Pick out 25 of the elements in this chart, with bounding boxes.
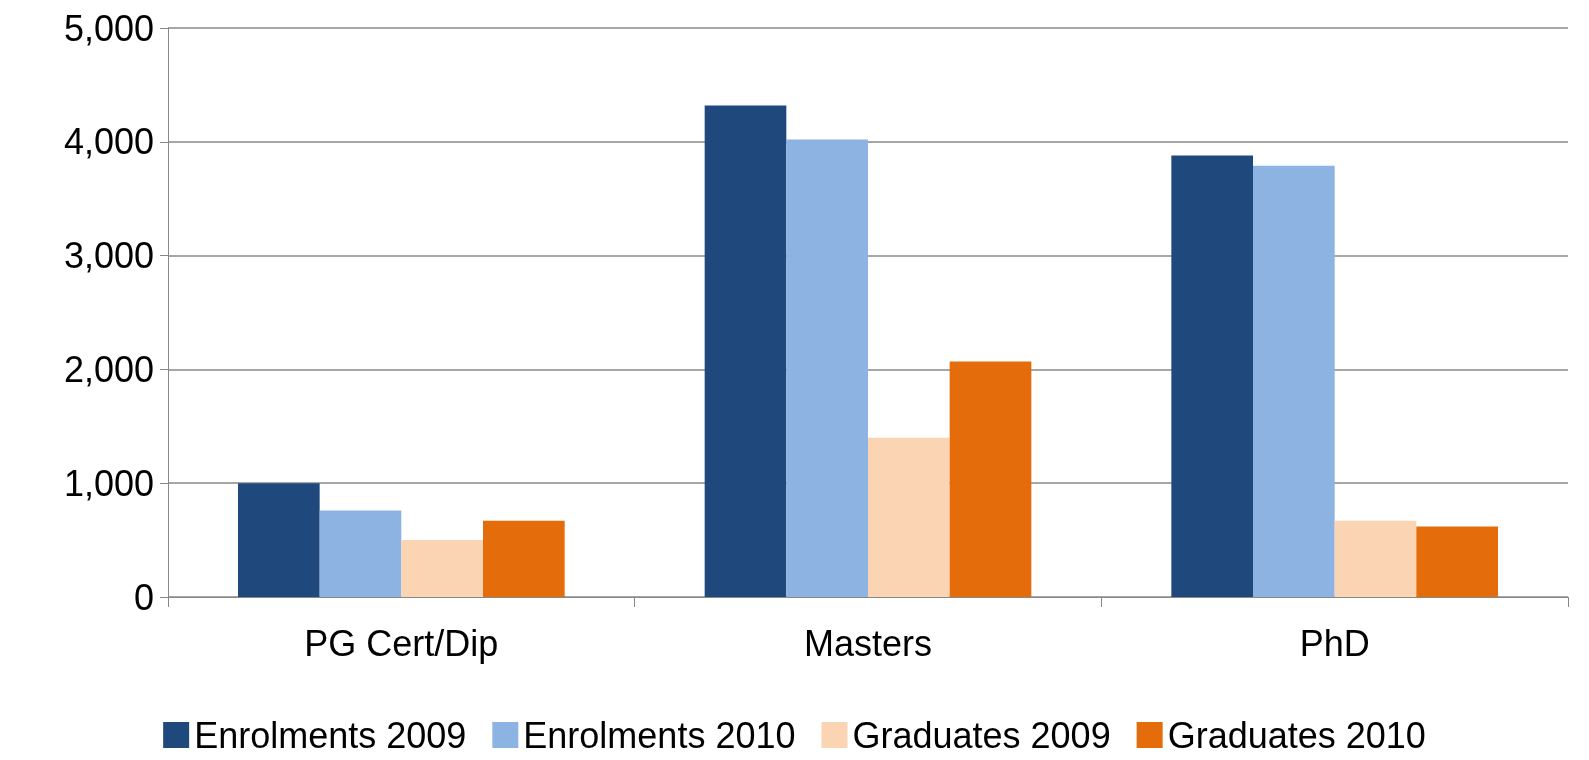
bar <box>1253 165 1335 597</box>
bar <box>238 483 320 597</box>
legend-label: Graduates 2009 <box>852 714 1111 756</box>
y-tick-label: 2,000 <box>63 348 154 390</box>
bar <box>401 540 483 597</box>
bar <box>949 361 1032 597</box>
x-tick-label: PhD <box>1299 622 1370 664</box>
y-tick-label: 3,000 <box>63 235 154 277</box>
bar <box>704 105 787 597</box>
bar <box>1171 155 1253 597</box>
bar <box>786 139 868 597</box>
x-tick-label: Masters <box>803 622 933 664</box>
legend-label: Graduates 2010 <box>1167 714 1426 756</box>
bar <box>483 520 565 597</box>
y-tick-label: 5,000 <box>63 7 154 49</box>
y-tick-label: 4,000 <box>63 121 154 163</box>
legend-label: Enrolments 2009 <box>194 714 467 756</box>
bar <box>1416 526 1498 597</box>
y-tick-label: 0 <box>133 576 154 618</box>
bar <box>868 437 950 597</box>
legend-label: Enrolments 2010 <box>523 714 796 756</box>
x-tick-label: PG Cert/Dip <box>304 622 499 664</box>
bar <box>319 510 402 597</box>
y-tick-label: 1,000 <box>63 462 154 504</box>
bar <box>1334 520 1417 597</box>
